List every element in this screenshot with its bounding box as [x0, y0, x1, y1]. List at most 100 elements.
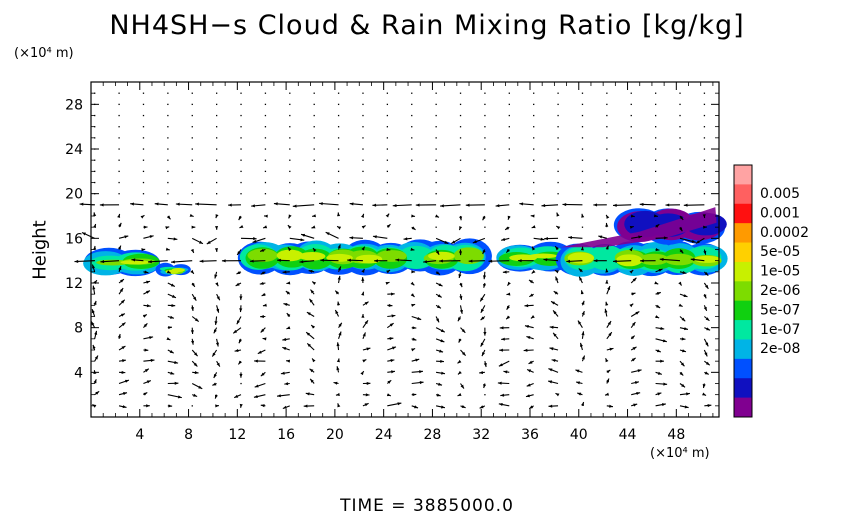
wind-dot	[264, 103, 267, 106]
wind-arrowhead	[93, 245, 97, 250]
wind-arrowhead	[553, 291, 558, 295]
y-axis-unit: (×10⁴ m)	[14, 46, 74, 61]
wind-arrowhead	[395, 258, 400, 262]
wind-dot	[313, 181, 315, 184]
wind-dot	[581, 226, 584, 228]
wind-arrowhead	[541, 204, 546, 208]
wind-dot	[142, 126, 145, 128]
wind-dot	[264, 193, 267, 195]
wind-arrowhead	[566, 259, 571, 263]
wind-dot	[484, 137, 486, 139]
wind-arrowhead	[439, 259, 443, 263]
wind-arrowhead	[390, 359, 395, 363]
wind-arrowhead	[500, 393, 505, 397]
wind-arrowhead	[498, 402, 503, 407]
wind-arrowhead	[605, 301, 609, 306]
wind-arrowhead	[92, 285, 96, 290]
wind-arrowhead	[309, 298, 313, 303]
wind-arrowhead	[411, 226, 416, 230]
wind-dot	[606, 148, 608, 150]
wind-arrowhead	[236, 271, 241, 275]
wind-dot	[703, 193, 706, 195]
wind-arrowhead	[166, 337, 171, 341]
wind-arrowhead	[526, 336, 531, 340]
wind-vector-field	[74, 92, 712, 410]
wind-arrowhead	[311, 325, 315, 329]
wind-arrowhead	[239, 296, 243, 301]
wind-dot	[191, 159, 193, 161]
wind-dot	[435, 137, 437, 139]
wind-dot	[435, 181, 437, 184]
wind-arrowhead	[465, 203, 470, 207]
wind-dot	[240, 159, 242, 161]
wind-arrowhead	[308, 269, 313, 273]
wind-arrowhead	[372, 235, 377, 239]
wind-dot	[435, 103, 437, 106]
wind-arrowhead	[459, 309, 463, 314]
wind-arrowhead	[581, 331, 585, 336]
wind-arrowhead	[292, 204, 297, 208]
wind-arrowhead	[606, 369, 611, 374]
wind-arrowhead	[691, 239, 696, 243]
wind-dot	[630, 92, 632, 94]
wind-arrowhead	[236, 320, 240, 325]
wind-arrowhead	[575, 369, 580, 373]
wind-dot	[337, 137, 340, 139]
wind-arrowhead	[657, 392, 662, 396]
colorbar-swatch	[734, 184, 752, 205]
wind-arrowhead	[472, 240, 477, 244]
wind-arrowhead	[336, 358, 340, 363]
wind-arrowhead	[144, 368, 149, 373]
wind-dot	[703, 170, 706, 173]
wind-dot	[654, 114, 657, 117]
wind-dot	[484, 92, 486, 94]
wind-dot	[240, 137, 242, 139]
wind-arrowhead	[499, 348, 503, 352]
wind-arrowhead	[663, 236, 668, 240]
wind-arrowhead	[282, 347, 287, 351]
wind-arrowhead	[410, 293, 415, 297]
wind-arrowhead	[640, 259, 644, 263]
wind-dot	[362, 148, 364, 150]
wind-arrowhead	[239, 374, 243, 378]
wind-arrowhead	[287, 247, 292, 252]
colorbar: 0.005 0.001 0.0002 5e-05 1e-05 2e-06 5e-07 1e-0…	[733, 164, 809, 418]
wind-arrowhead	[703, 225, 707, 229]
wind-dot	[386, 193, 389, 195]
wind-dot	[508, 181, 510, 184]
y-tick-label: 28	[65, 97, 83, 113]
wind-dot	[557, 103, 559, 106]
wind-dot	[630, 137, 632, 139]
wind-arrowhead	[680, 362, 685, 367]
wind-arrowhead	[507, 281, 511, 286]
wind-dot	[118, 92, 120, 94]
wind-dot	[557, 137, 559, 139]
wind-dot	[362, 170, 364, 173]
wind-arrowhead	[457, 393, 462, 396]
wind-dot	[313, 137, 315, 139]
wind-arrowhead	[690, 258, 695, 262]
wind-dot	[630, 103, 632, 106]
wind-dot	[654, 159, 657, 161]
wind-dot	[191, 137, 193, 139]
wind-arrowhead	[658, 268, 663, 272]
wind-arrowhead	[193, 393, 198, 397]
wind-dot	[118, 103, 120, 106]
wind-arrowhead	[336, 342, 340, 347]
wind-dot	[435, 148, 437, 150]
wind-arrowhead	[656, 349, 661, 353]
wind-arrowhead	[168, 326, 172, 330]
wind-arrowhead	[280, 371, 285, 375]
wind-arrowhead	[146, 280, 151, 284]
wind-arrowhead	[551, 301, 556, 305]
colorbar-label: 0.0002	[760, 225, 809, 241]
wind-arrowhead	[122, 405, 127, 409]
wind-dot	[459, 92, 462, 94]
wind-arrowhead	[440, 204, 444, 208]
wind-dot	[118, 137, 120, 139]
wind-arrowhead	[525, 394, 530, 398]
wind-arrowhead	[605, 245, 609, 250]
wind-dot	[435, 126, 437, 128]
wind-dot	[484, 159, 486, 161]
wind-arrowhead	[532, 246, 536, 251]
